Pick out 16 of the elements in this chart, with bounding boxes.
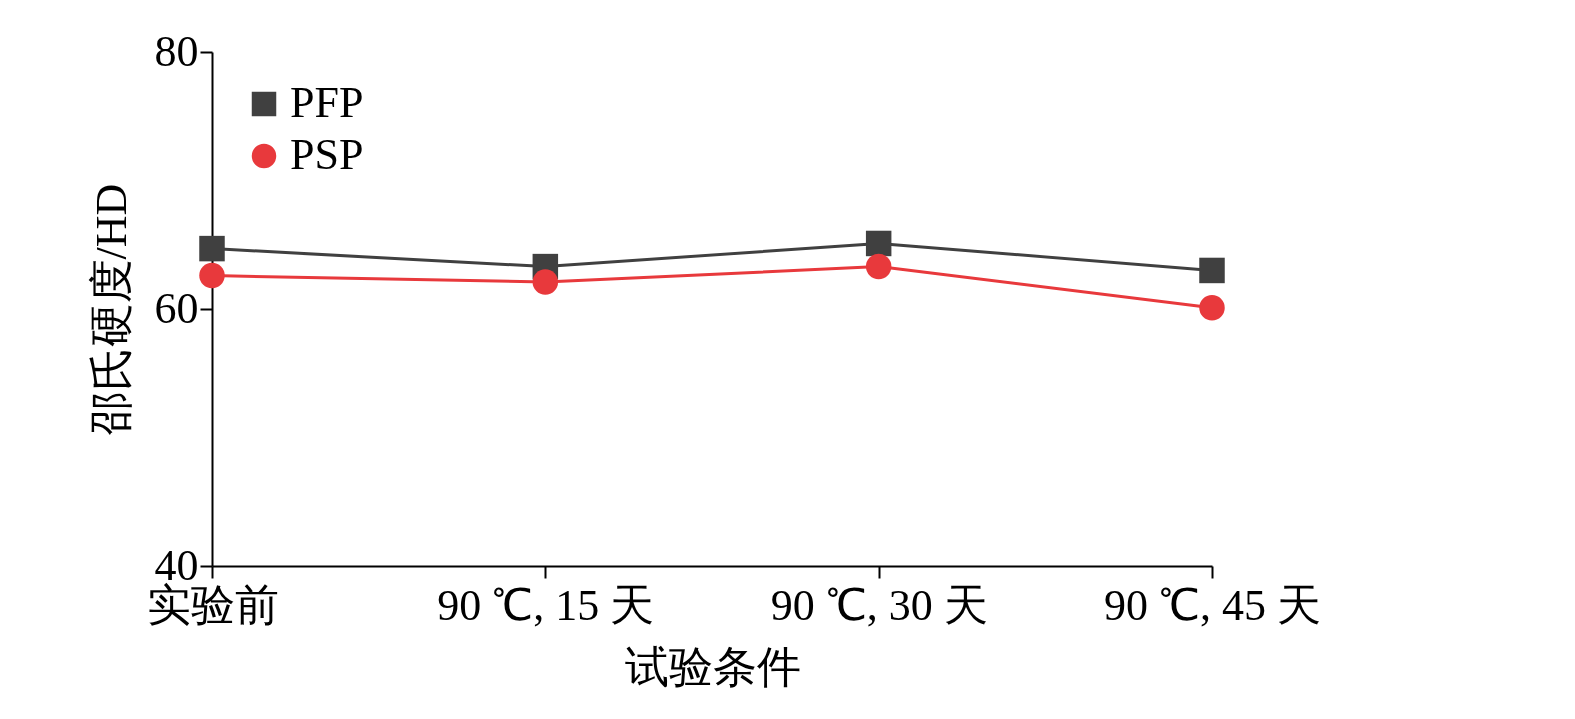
point — [532, 269, 559, 295]
point — [1199, 257, 1225, 284]
point — [1199, 294, 1225, 321]
legend-label: PSP — [290, 130, 364, 179]
point — [865, 253, 892, 280]
y-tick-label: 80 — [154, 26, 199, 76]
x-tick-label: 90 ℃, 45 天 — [1104, 580, 1321, 630]
y-axis-title: 邵氏硬度/HD — [86, 183, 136, 436]
x-axis-title: 试验条件 — [624, 642, 801, 692]
point — [199, 235, 225, 262]
legend-label: PFP — [290, 78, 364, 127]
y-tick-label: 60 — [154, 283, 199, 333]
x-tick-label: 90 ℃, 30 天 — [770, 580, 988, 630]
point — [199, 262, 225, 289]
x-tick-label: 90 ℃, 15 天 — [437, 580, 655, 630]
point — [865, 230, 892, 257]
